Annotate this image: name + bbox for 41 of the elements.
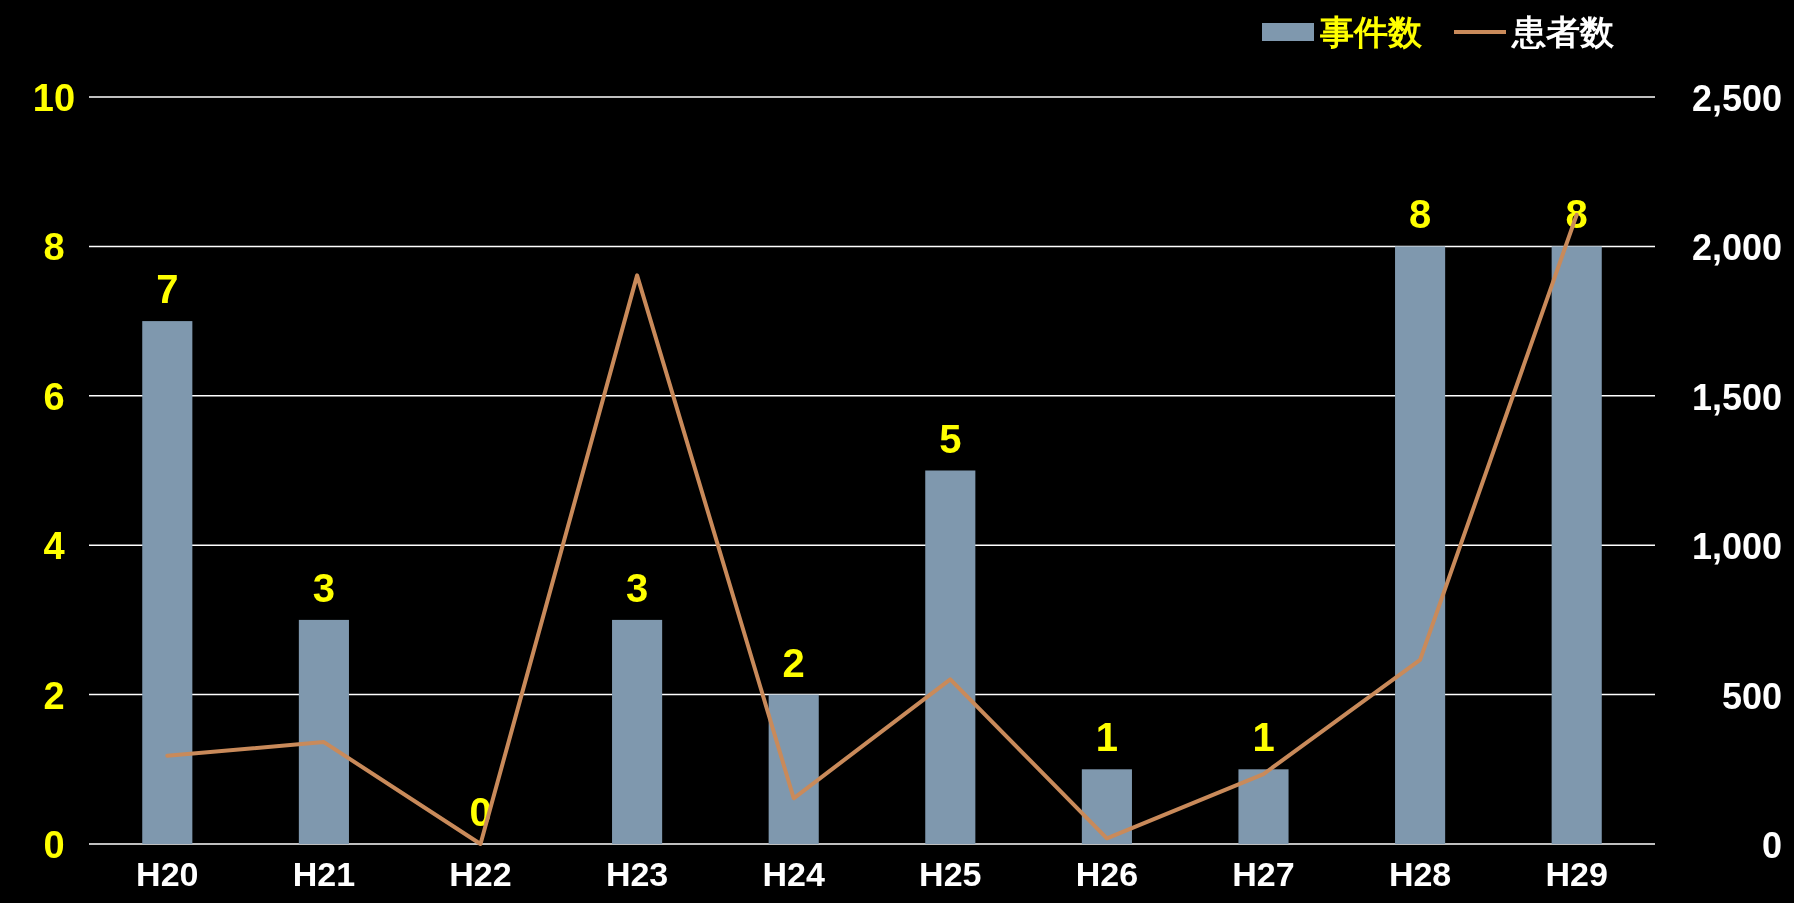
bar	[1551, 246, 1602, 844]
bar	[768, 694, 819, 844]
bar	[925, 470, 976, 844]
bar	[142, 321, 193, 844]
bar	[1238, 769, 1289, 844]
y2-tick-label: 2,000	[1691, 227, 1782, 269]
data-label: 5	[939, 416, 962, 461]
y2-tick-label: 1,000	[1691, 526, 1782, 568]
x-tick-label: H27	[1232, 855, 1295, 893]
data-label: 3	[625, 565, 649, 610]
bar	[612, 619, 663, 844]
y2-tick-label: 0	[1761, 825, 1782, 866]
x-tick-label: H24	[762, 855, 825, 893]
bar	[1081, 769, 1132, 844]
data-label: 2	[782, 640, 805, 685]
data-label: 3	[312, 565, 336, 610]
y-tick-label: 6	[43, 375, 65, 418]
data-label: 8	[1408, 192, 1432, 237]
y2-tick-label: 500	[1721, 675, 1782, 717]
y-tick-label: 0	[43, 824, 65, 866]
data-label: 1	[1252, 715, 1275, 760]
legend-label: 事件数	[1319, 13, 1423, 51]
x-tick-label: H22	[449, 855, 512, 893]
legend-label: 患者数	[1510, 13, 1615, 51]
bar	[1395, 246, 1446, 844]
y2-tick-label: 2,500	[1691, 78, 1782, 119]
x-tick-label: H26	[1075, 855, 1139, 893]
y-tick-label: 2	[43, 674, 65, 717]
y-tick-label: 10	[32, 77, 76, 119]
x-tick-label: H28	[1388, 855, 1452, 893]
y-tick-label: 4	[43, 525, 65, 568]
data-label: 1	[1095, 715, 1119, 760]
x-tick-label: H29	[1545, 855, 1608, 893]
x-tick-label: H20	[136, 855, 199, 893]
x-tick-label: H23	[605, 855, 669, 893]
data-label: 7	[156, 267, 179, 312]
y2-tick-label: 1,500	[1691, 376, 1782, 418]
y-tick-label: 8	[43, 226, 65, 269]
x-tick-label: H25	[919, 855, 982, 893]
x-tick-label: H21	[292, 855, 356, 893]
bar	[298, 619, 349, 844]
